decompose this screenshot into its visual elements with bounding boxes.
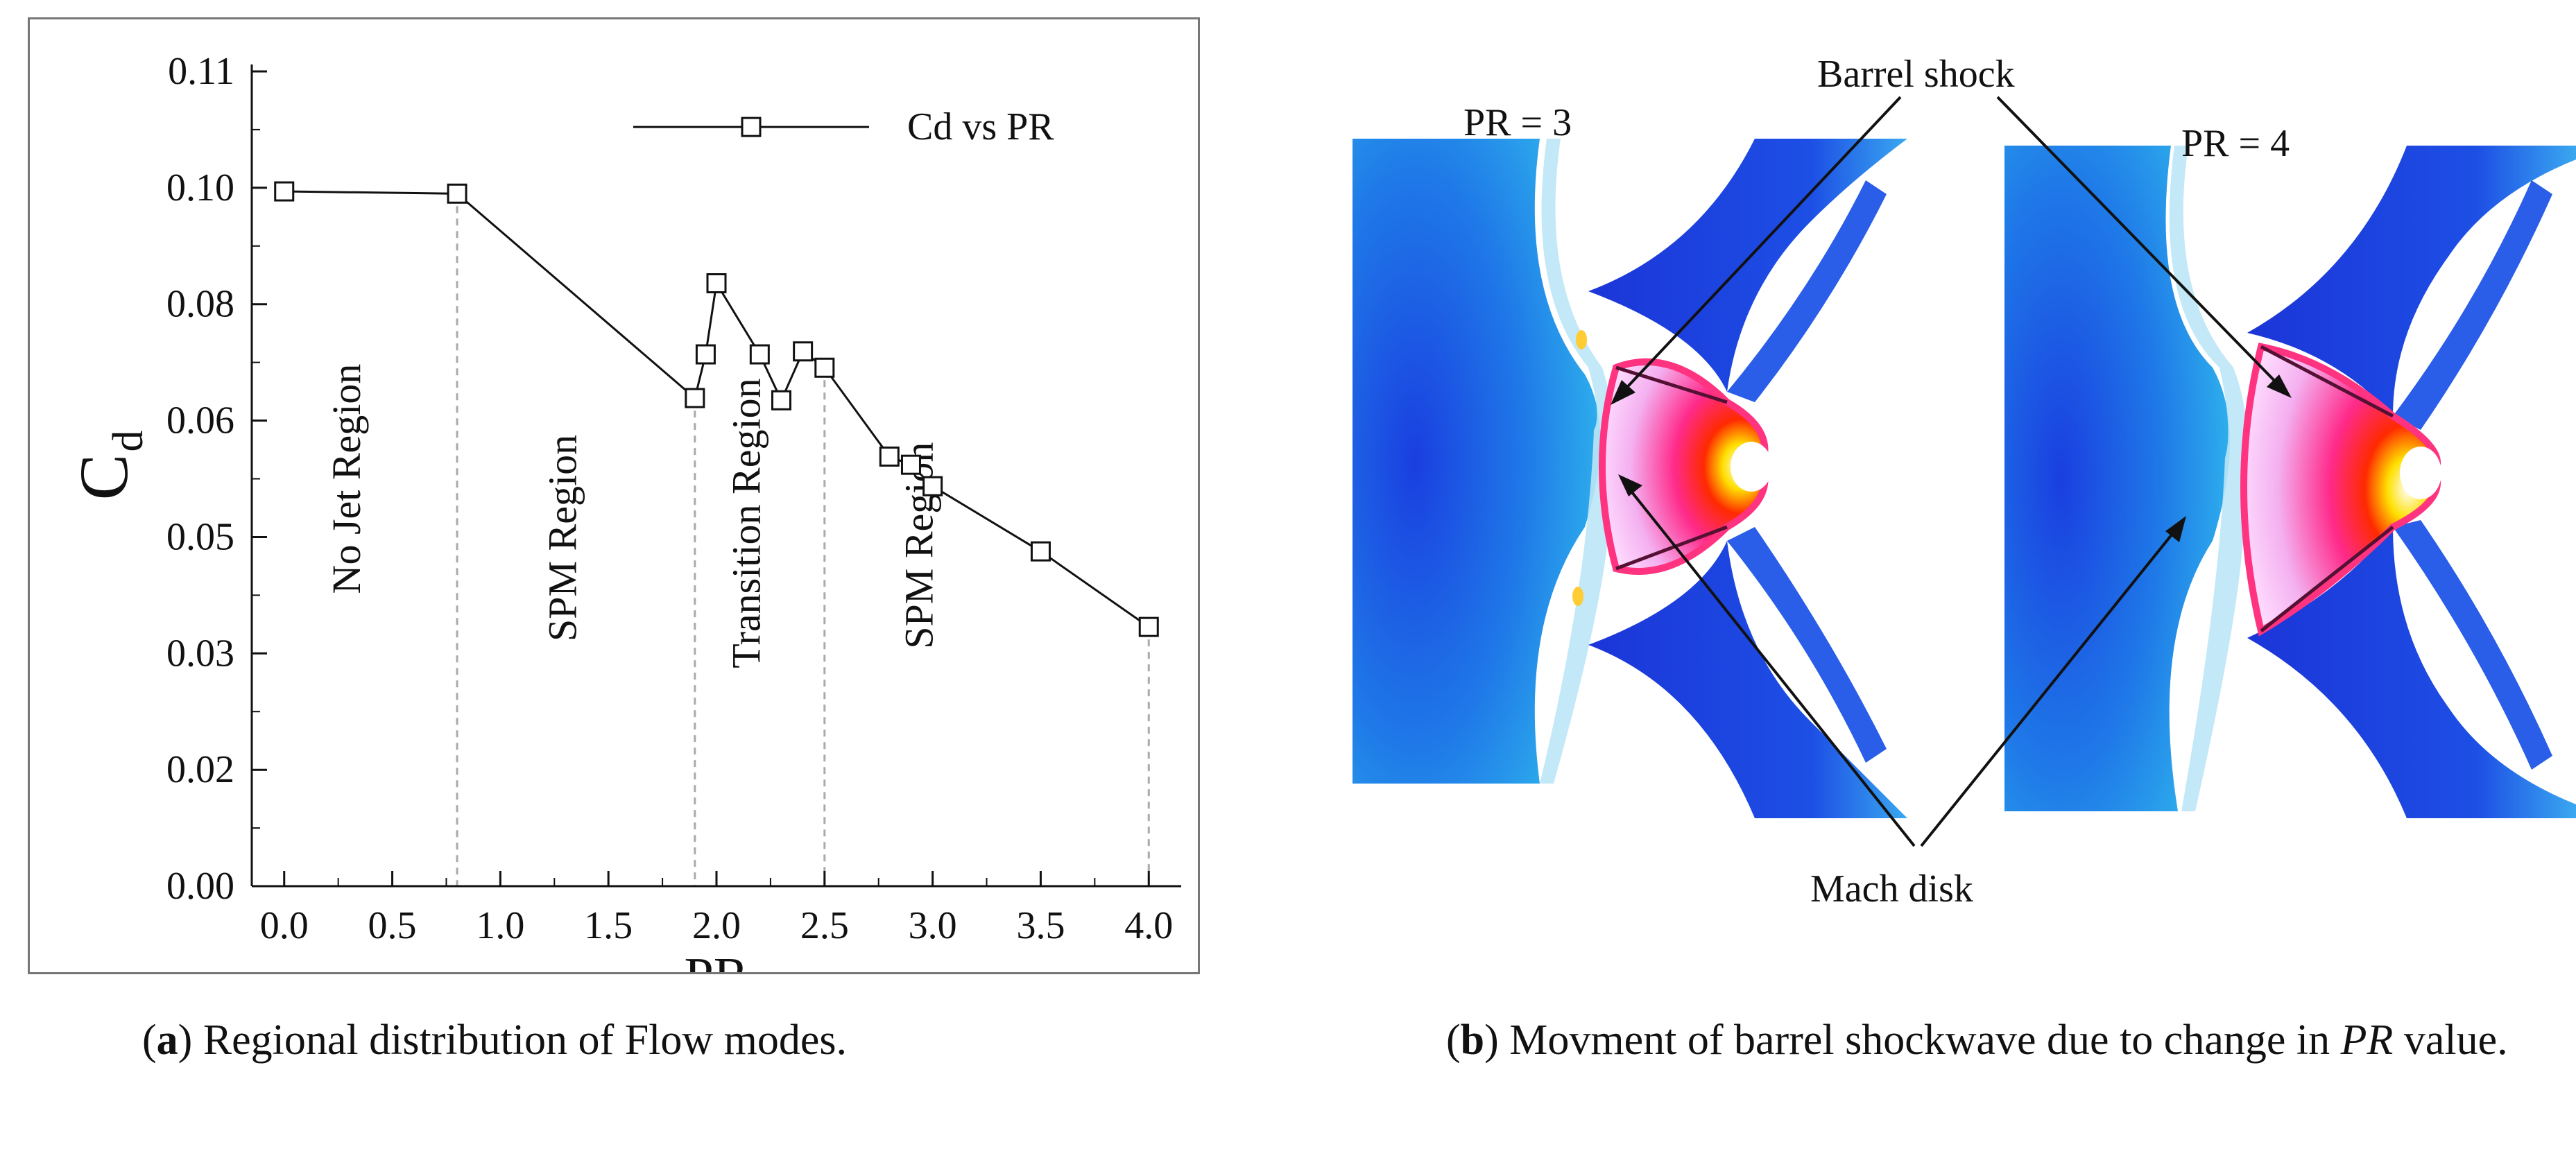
data-point xyxy=(1138,616,1159,637)
annotation-arrows xyxy=(1611,96,2292,847)
x-tick-label: 0.5 xyxy=(368,904,417,947)
series-line xyxy=(284,190,1150,628)
data-point xyxy=(814,357,835,378)
data-point xyxy=(685,388,705,408)
x-tick-label: 4.0 xyxy=(1124,904,1173,947)
x-tick-label: 2.0 xyxy=(692,904,741,947)
x-tick-label: 1.5 xyxy=(584,904,633,947)
caption-b-italic: PR xyxy=(2340,1017,2394,1064)
arrowhead-mach-pr3 xyxy=(1618,474,1642,496)
y-axis-label-main: C xyxy=(65,454,142,501)
x-tick-label: 3.0 xyxy=(909,904,957,947)
data-point xyxy=(749,344,770,365)
arrow-mach-pr3 xyxy=(1625,484,1916,847)
arrow-mach-pr4 xyxy=(1920,526,2179,847)
y-tick-label: 0.03 xyxy=(166,632,234,675)
x-tick-label: 1.0 xyxy=(476,904,524,947)
caption-b: (b) Movment of barrel shockwave due to c… xyxy=(1446,1017,2508,1064)
data-point xyxy=(922,476,943,496)
legend-marker xyxy=(741,116,762,137)
y-tick-label: 0.00 xyxy=(166,865,234,908)
data-point xyxy=(1030,541,1051,562)
sim-pr3 xyxy=(1353,139,1907,818)
data-point xyxy=(447,183,467,204)
shock-simulation-image: PR = 3 PR = 4 Barrel shock Mach disk xyxy=(1353,53,2576,910)
label-pr3: PR = 3 xyxy=(1463,101,1572,144)
data-point xyxy=(695,344,716,365)
label-pr4: PR = 4 xyxy=(2181,122,2290,165)
data-point xyxy=(879,446,900,467)
arrow-barrel-pr4 xyxy=(1996,96,2283,390)
region-label: Transition Region xyxy=(723,378,768,668)
caption-a-letter: a xyxy=(156,1017,178,1064)
caption-a: (a) Regional distribution of Flow modes. xyxy=(142,1017,848,1064)
arrowhead-barrel-pr4 xyxy=(2267,374,2292,398)
legend-label: Cd vs PR xyxy=(907,105,1054,148)
y-tick-label: 0.06 xyxy=(166,399,234,442)
arrow-barrel-pr3 xyxy=(1618,96,1902,397)
simulation-panel: PR = 3 PR = 4 Barrel shock Mach disk xyxy=(1311,42,2576,922)
x-axis-label: PR xyxy=(685,947,749,972)
arrowhead-mach-pr4 xyxy=(2165,516,2186,542)
y-tick-label: 0.05 xyxy=(166,515,234,558)
data-point xyxy=(771,390,791,411)
caption-b-letter: b xyxy=(1460,1017,1485,1064)
data-point xyxy=(793,341,814,362)
data-point xyxy=(900,454,921,475)
y-axis-label-sub: d xyxy=(105,431,152,452)
y-axis-label: Cd xyxy=(65,431,152,501)
arrowhead-barrel-pr3 xyxy=(1611,380,1635,405)
chart-panel: 0.0 0.5 1.0 1.5 2.0 2.5 3.0 3.5 4.0 0.00 0.02 0.03 0… xyxy=(28,17,1200,974)
x-tick-label: 3.5 xyxy=(1016,904,1065,947)
caption-b-text1: Movment of barrel shockwave due to chang… xyxy=(1498,1017,2341,1064)
data-point xyxy=(706,273,727,293)
region-label: No Jet Region xyxy=(324,364,369,594)
label-mach-disk: Mach disk xyxy=(1810,867,1973,910)
y-tick-label: 0.02 xyxy=(166,748,234,791)
cd-vs-pr-chart: 0.0 0.5 1.0 1.5 2.0 2.5 3.0 3.5 4.0 0.00 0.02 0.03 0… xyxy=(65,50,1181,972)
caption-b-text2: value. xyxy=(2393,1017,2508,1064)
sim-pr4 xyxy=(2004,146,2576,818)
x-tick-label: 2.5 xyxy=(800,904,849,947)
label-barrel-shock: Barrel shock xyxy=(1817,53,2015,96)
y-tick-label: 0.11 xyxy=(168,50,234,93)
data-point xyxy=(274,181,295,202)
region-label: SPM Region xyxy=(540,435,585,641)
y-tick-label: 0.08 xyxy=(166,283,234,326)
x-tick-label: 0.0 xyxy=(260,904,309,947)
y-tick-label: 0.10 xyxy=(166,166,234,209)
caption-a-text: Regional distribution of Flow modes. xyxy=(192,1017,848,1064)
